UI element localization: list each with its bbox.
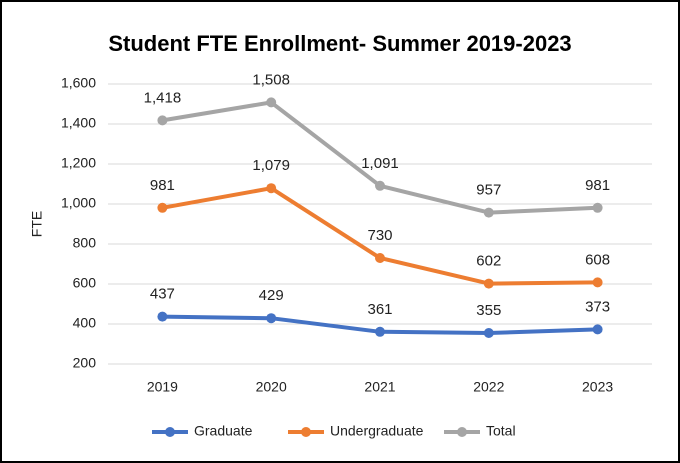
data-label: 1,508 xyxy=(252,71,290,88)
data-label: 981 xyxy=(150,177,175,194)
data-label: 1,418 xyxy=(144,89,182,106)
data-point xyxy=(483,207,494,218)
legend-label: Undergraduate xyxy=(330,423,424,439)
x-tick-label: 2021 xyxy=(364,379,395,395)
data-point xyxy=(266,183,277,194)
data-label: 608 xyxy=(585,251,610,268)
legend-marker xyxy=(301,427,311,437)
data-label: 1,079 xyxy=(252,157,290,174)
x-tick-label: 2023 xyxy=(582,379,613,395)
y-tick-label: 1,600 xyxy=(61,75,96,91)
data-label: 981 xyxy=(585,177,610,194)
data-label: 429 xyxy=(259,287,284,304)
data-point xyxy=(375,180,385,191)
data-label: 730 xyxy=(367,227,392,244)
data-point xyxy=(483,278,494,289)
data-point xyxy=(266,97,277,108)
x-tick-label: 2020 xyxy=(256,379,287,395)
x-tick-label: 2022 xyxy=(473,379,504,395)
data-point xyxy=(157,311,168,322)
y-tick-label: 600 xyxy=(73,275,97,291)
y-tick-label: 800 xyxy=(73,235,97,251)
data-label: 957 xyxy=(476,182,501,199)
y-tick-label: 200 xyxy=(73,355,97,371)
data-label: 361 xyxy=(367,301,392,318)
y-tick-label: 1,000 xyxy=(61,195,96,211)
data-label: 1,091 xyxy=(361,155,399,172)
data-point xyxy=(483,328,494,338)
data-label: 602 xyxy=(476,253,501,270)
x-tick-label: 2019 xyxy=(147,379,178,395)
data-label: 437 xyxy=(150,286,175,303)
data-label: 355 xyxy=(476,302,501,319)
data-point xyxy=(592,324,603,335)
legend-marker xyxy=(165,427,175,437)
data-point xyxy=(375,326,385,337)
data-point xyxy=(157,115,168,126)
y-axis-label: FTE xyxy=(29,211,45,237)
y-tick-label: 400 xyxy=(73,315,97,331)
data-point xyxy=(266,313,277,324)
legend-marker xyxy=(457,427,467,437)
chart-title: Student FTE Enrollment- Summer 2019-2023 xyxy=(108,31,571,56)
y-tick-label: 1,400 xyxy=(61,115,96,131)
data-point xyxy=(157,202,168,213)
legend-label: Graduate xyxy=(194,423,253,439)
data-point xyxy=(375,253,385,263)
data-point xyxy=(592,202,603,213)
legend-label: Total xyxy=(486,423,516,439)
data-point xyxy=(592,277,603,288)
data-label: 373 xyxy=(585,298,610,315)
y-tick-label: 1,200 xyxy=(61,155,96,171)
